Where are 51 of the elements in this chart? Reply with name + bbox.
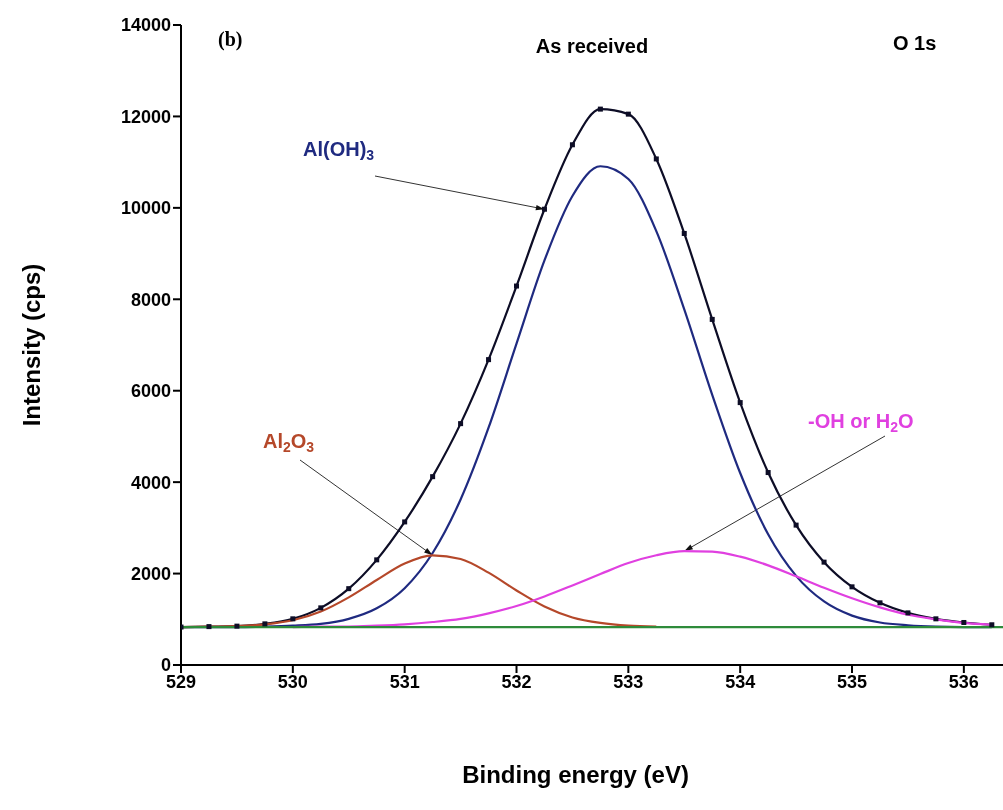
point	[653, 156, 659, 162]
point	[262, 621, 268, 627]
text: Al(OH)$_{3}$	[303, 138, 375, 164]
y-tick-label: 4000	[130, 472, 171, 493]
annotation: (b)	[218, 28, 243, 51]
annotation: O 1s	[893, 32, 937, 54]
point	[681, 230, 687, 236]
text: As received	[535, 35, 649, 57]
y-tick-label: 6000	[130, 381, 171, 402]
point	[989, 622, 995, 628]
point	[374, 557, 380, 563]
point	[821, 559, 827, 565]
text: Al$_{2}$O$_{3}$	[263, 430, 315, 456]
x-tick-label: 535	[837, 671, 868, 692]
point	[206, 624, 212, 630]
point	[933, 616, 939, 622]
y-tick-label: 10000	[120, 198, 171, 219]
y-tick-label: 2000	[130, 563, 171, 584]
point	[849, 584, 855, 590]
point	[709, 316, 715, 322]
point	[234, 623, 240, 629]
x-axis-title: Binding energy (eV)	[462, 761, 689, 788]
x-tick-label: 530	[277, 671, 308, 692]
point	[793, 522, 799, 528]
x-tick-label: 536	[948, 671, 979, 692]
point	[514, 283, 520, 289]
point	[905, 610, 911, 616]
point	[765, 470, 771, 476]
point	[402, 519, 408, 525]
y-tick-label: 14000	[120, 15, 171, 36]
x-tick-label: 531	[389, 671, 420, 692]
point	[569, 142, 575, 148]
point	[290, 616, 296, 622]
point	[597, 106, 603, 112]
y-axis-title: Intensity (cps)	[18, 263, 45, 427]
point	[737, 400, 743, 406]
point	[486, 357, 492, 363]
x-tick-label: 533	[613, 671, 644, 692]
text: -OH or H$_{2}$O	[808, 410, 914, 436]
point	[961, 619, 967, 625]
y-tick-label: 12000	[120, 106, 171, 127]
point	[346, 586, 352, 592]
point	[877, 600, 883, 606]
point	[318, 605, 324, 611]
y-tick-label: 8000	[130, 289, 171, 310]
point	[625, 111, 631, 117]
point	[430, 474, 436, 480]
point	[541, 206, 547, 212]
point	[458, 421, 464, 427]
x-tick-label: 534	[725, 671, 756, 692]
x-tick-label: 532	[501, 671, 532, 692]
